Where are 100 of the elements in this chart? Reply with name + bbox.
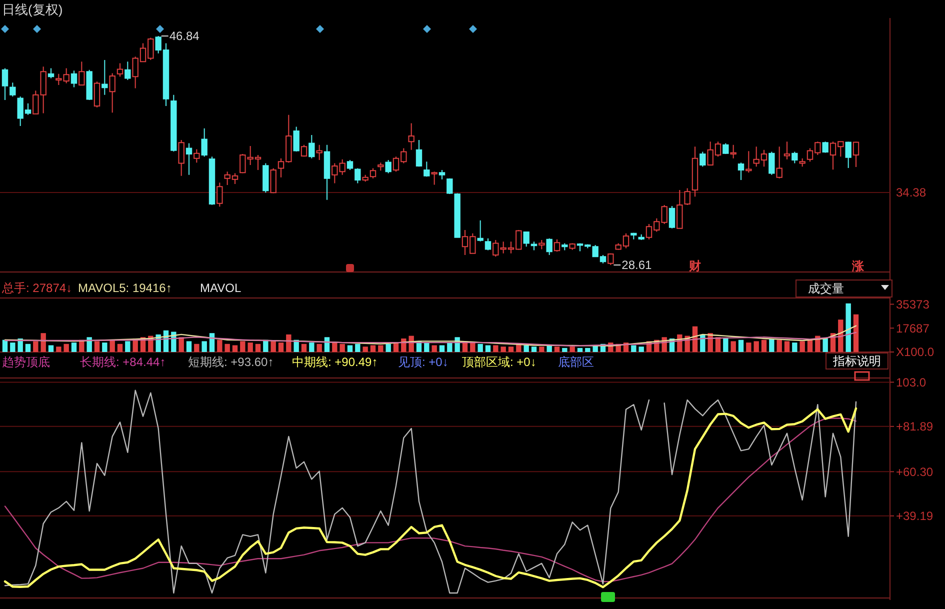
- candlestick: [293, 126, 300, 152]
- candlestick: [178, 140, 184, 176]
- candlestick: [792, 151, 798, 164]
- bar: [10, 342, 16, 352]
- candlestick: [776, 146, 782, 179]
- text: 顶部区域: +0↓: [462, 355, 536, 369]
- bar: [370, 345, 376, 352]
- candlestick: [262, 162, 269, 194]
- text: 中期线: +90.49↑: [292, 355, 378, 369]
- text: 趋势顶底: [2, 355, 50, 369]
- bar: [822, 338, 828, 352]
- text: 底部区: [558, 355, 594, 369]
- text: 短期线: +93.60↑: [188, 355, 274, 369]
- bar: [248, 342, 253, 352]
- candlestick: [538, 240, 545, 250]
- candlestick: [523, 231, 530, 248]
- bar: [769, 338, 774, 352]
- bar: [2, 340, 8, 352]
- candlestick: [370, 168, 376, 179]
- candlestick: [186, 142, 192, 176]
- candlestick: [362, 174, 368, 182]
- candlestick: [546, 238, 552, 256]
- bar: [25, 344, 31, 352]
- bar: [792, 342, 798, 352]
- candlestick: [324, 144, 330, 200]
- bar: [846, 303, 851, 352]
- candlestick: [784, 141, 790, 160]
- candlestick: [746, 150, 752, 174]
- bar: [730, 341, 736, 352]
- text: 总手: 27874↓: [1, 281, 72, 295]
- bar: [508, 346, 514, 352]
- bar: [524, 345, 529, 352]
- bar: [71, 342, 77, 352]
- candlestick: [2, 68, 8, 100]
- candlestick: [124, 61, 131, 80]
- bar: [240, 341, 246, 352]
- y-tick-label: X100.0: [896, 345, 934, 360]
- bar: [470, 342, 476, 352]
- candlestick: [554, 238, 560, 252]
- bar: [217, 340, 222, 352]
- bar: [125, 341, 130, 352]
- candlestick: [730, 144, 736, 159]
- bar: [110, 340, 115, 352]
- annotation: 财: [688, 259, 701, 273]
- text: 指标说明: [832, 354, 881, 368]
- bar: [209, 333, 215, 352]
- candlestick: [78, 61, 85, 86]
- candlestick: [270, 168, 276, 194]
- candlestick: [799, 158, 806, 168]
- bar: [64, 344, 69, 352]
- bar: [347, 345, 353, 352]
- bar: [386, 344, 391, 352]
- bar: [332, 342, 338, 352]
- bar: [355, 344, 360, 352]
- bar: [570, 346, 575, 352]
- bar: [432, 345, 437, 352]
- candlestick: [70, 70, 78, 88]
- bar: [478, 344, 483, 352]
- candlestick: [608, 252, 614, 266]
- candlestick: [102, 59, 108, 96]
- bar: [232, 345, 238, 352]
- y-tick-label: +39.19: [896, 509, 934, 524]
- y-tick-label: 103.0: [896, 375, 926, 390]
- bar: [800, 341, 805, 352]
- bar: [94, 341, 100, 352]
- bar: [554, 346, 560, 352]
- bar: [102, 342, 108, 352]
- text: 长期线: +84.44↑: [80, 355, 166, 369]
- candlestick: [638, 234, 644, 240]
- bar: [784, 341, 790, 352]
- candlestick: [216, 182, 223, 208]
- bar: [117, 344, 123, 352]
- bar: [194, 344, 200, 352]
- bar: [56, 346, 62, 352]
- bar: [638, 346, 644, 352]
- candlestick: [354, 168, 361, 184]
- candlestick: [822, 141, 828, 154]
- candlestick: [738, 162, 744, 180]
- candlestick: [109, 72, 116, 114]
- candlestick: [530, 241, 538, 251]
- candlestick: [201, 128, 208, 158]
- candlestick: [630, 232, 637, 240]
- bar: [301, 344, 307, 352]
- bar: [585, 348, 590, 352]
- annotation: 46.84: [169, 29, 200, 44]
- y-tick-label: 35373: [896, 297, 930, 312]
- bar: [86, 337, 92, 352]
- candlestick: [346, 159, 354, 171]
- annotation: 28.61: [622, 258, 652, 272]
- candlestick: [569, 242, 576, 250]
- bar: [424, 342, 430, 352]
- bar: [309, 342, 314, 352]
- candlestick: [684, 188, 690, 206]
- text: MAVOL5: 19416↑: [78, 281, 172, 295]
- bar: [186, 341, 192, 352]
- bar: [700, 334, 706, 352]
- bar: [33, 341, 38, 352]
- candlestick: [477, 220, 484, 242]
- bar: [270, 341, 276, 352]
- bar: [853, 314, 859, 352]
